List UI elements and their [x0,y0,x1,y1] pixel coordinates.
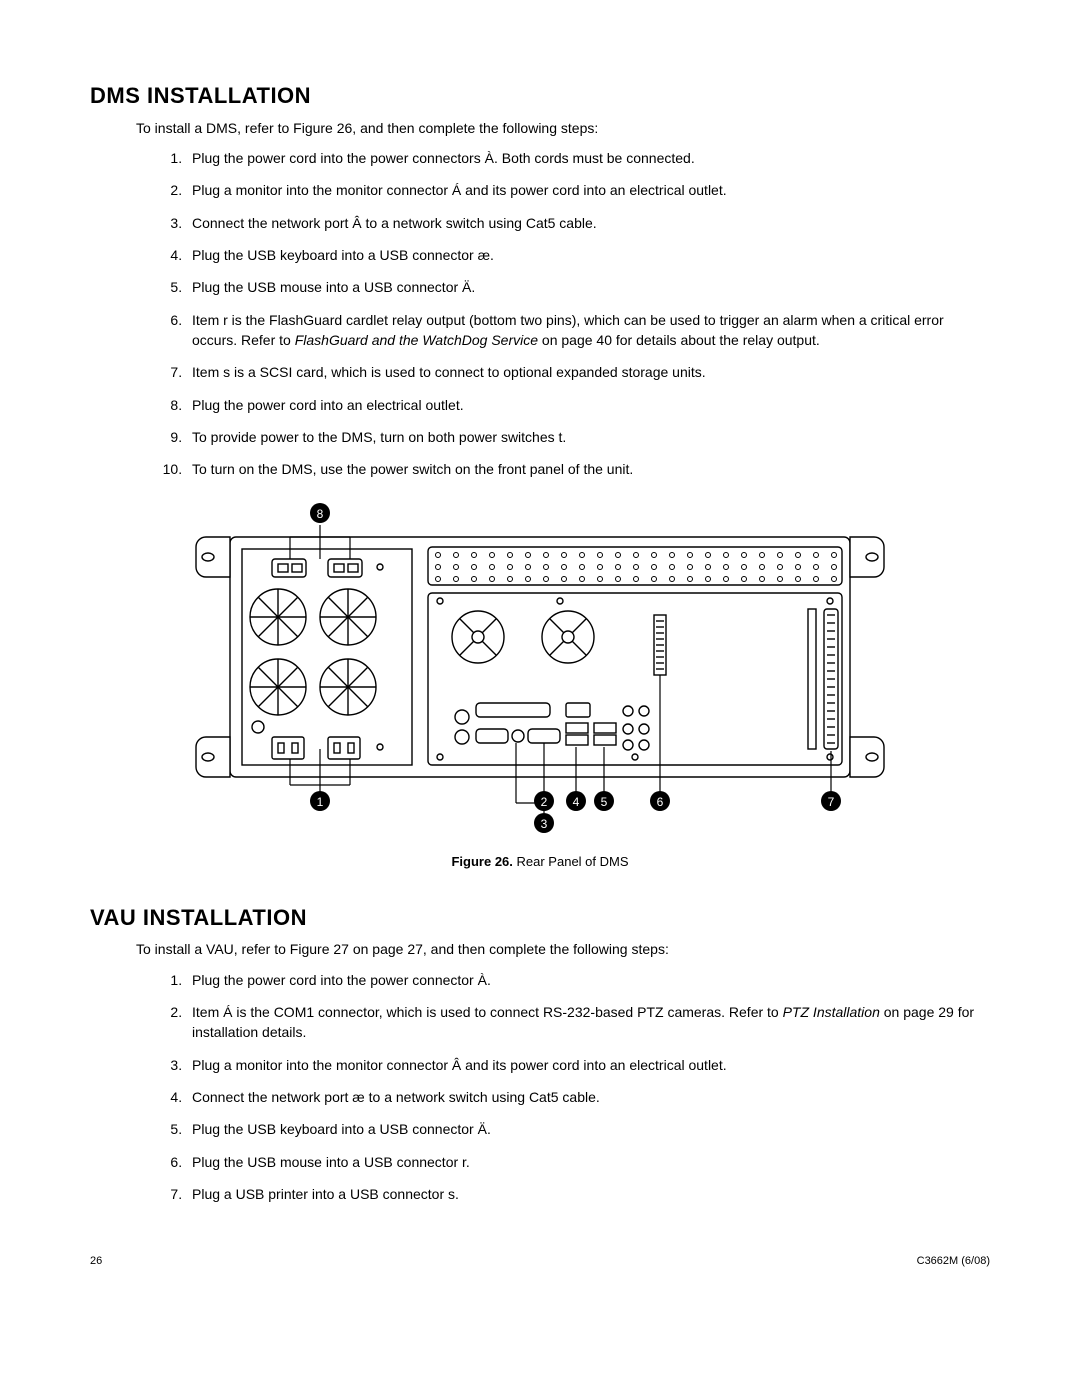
step-item: Plug the USB mouse into a USB connector … [186,277,990,297]
step-item: Item Á is the COM1 connector, which is u… [186,1002,990,1043]
rear-panel-diagram: 8 1 2 3 4 5 6 7 [180,497,900,837]
dms-intro: To install a DMS, refer to Figure 26, an… [136,118,990,138]
step-item: Plug a monitor into the monitor connecto… [186,1055,990,1075]
svg-text:4: 4 [573,795,580,809]
step-item: Plug the USB keyboard into a USB connect… [186,1119,990,1139]
figure-caption: Figure 26. Rear Panel of DMS [90,853,990,872]
step-item: Connect the network port æ to a network … [186,1087,990,1107]
page-footer: 26 C3662M (6/08) [90,1254,990,1270]
step-item: Item r is the FlashGuard cardlet relay o… [186,310,990,351]
step-item: To provide power to the DMS, turn on bot… [186,427,990,447]
svg-text:3: 3 [541,817,548,831]
step-item: Plug the power cord into an electrical o… [186,395,990,415]
dms-steps-list: Plug the power cord into the power conne… [162,148,990,479]
vau-heading: VAU INSTALLATION [90,902,990,934]
svg-text:7: 7 [828,795,835,809]
svg-text:8: 8 [317,507,324,521]
step-item: To turn on the DMS, use the power switch… [186,459,990,479]
svg-text:5: 5 [601,795,608,809]
vau-steps-list: Plug the power cord into the power conne… [162,970,990,1204]
step-item: Connect the network port Â to a network … [186,213,990,233]
step-item: Plug a USB printer into a USB connector … [186,1184,990,1204]
step-item: Plug the power cord into the power conne… [186,148,990,168]
page-number: 26 [90,1254,102,1270]
vau-intro: To install a VAU, refer to Figure 27 on … [136,939,990,959]
step-item: Item s is a SCSI card, which is used to … [186,362,990,382]
figure-26: 8 1 2 3 4 5 6 7 Figure 26. Rear Panel of… [90,497,990,871]
svg-text:6: 6 [657,795,664,809]
dms-heading: DMS INSTALLATION [90,80,990,112]
svg-text:1: 1 [317,795,324,809]
step-item: Plug the USB mouse into a USB connector … [186,1152,990,1172]
doc-id: C3662M (6/08) [917,1254,990,1270]
step-item: Plug a monitor into the monitor connecto… [186,180,990,200]
step-item: Plug the power cord into the power conne… [186,970,990,990]
step-item: Plug the USB keyboard into a USB connect… [186,245,990,265]
svg-text:2: 2 [541,795,548,809]
